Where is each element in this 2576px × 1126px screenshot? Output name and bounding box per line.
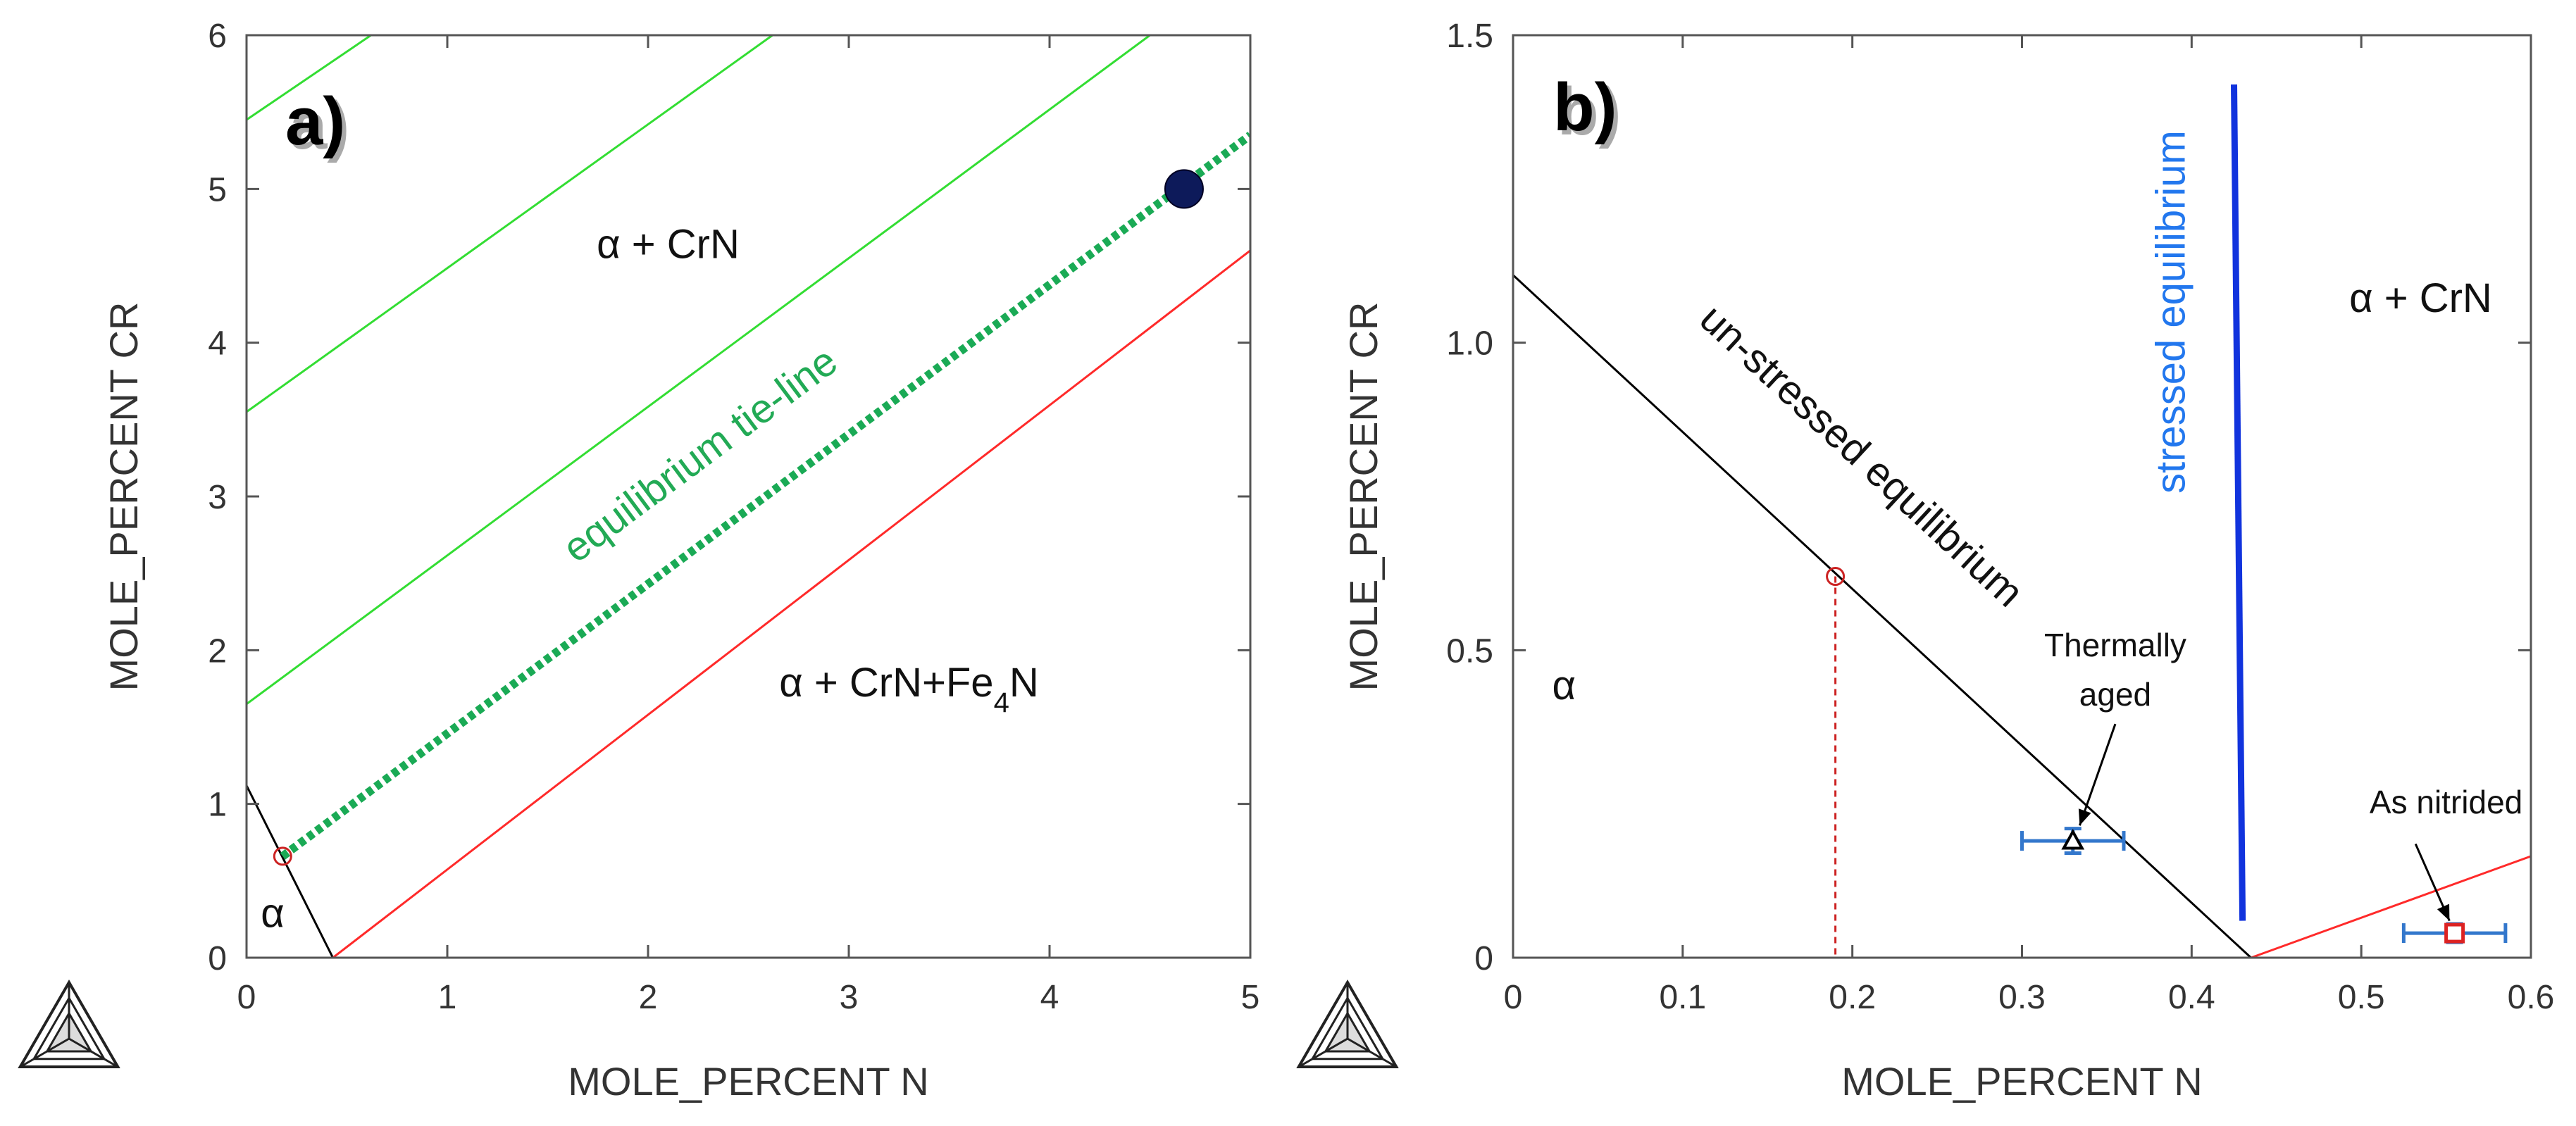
y-axis-title: MOLE_PERCENT CR [1341,302,1386,692]
x-tick-label: 0 [237,979,256,1016]
point-thermally-aged [2061,828,2085,850]
annotation-crn: α + CrN [2349,275,2492,321]
x-axis-title: MOLE_PERCENT N [568,1059,928,1103]
as-nitrided-arrow [2414,843,2451,922]
y-tick-label: 1.5 [1446,18,1493,55]
y-tick-label: 1.0 [1446,325,1493,363]
thermally-aged-arrow [2078,723,2117,826]
plot-background [247,35,1250,958]
panel-label-shadow: a) [290,88,349,163]
panel-b: 0 0.1 0.2 0.3 0.4 0.5 0.6 0 0.5 1.0 1.5 MOLE_PERCEN… [1341,18,2554,1103]
series-red-phase-boundary-sloped [332,249,1250,958]
series-tie-line-3 [247,35,1151,706]
thermo-calc-logo-a-icon [18,980,120,1068]
annotation-: α [1552,663,1576,708]
x-tick-label: 2 [639,979,658,1016]
panel-a: 0 1 2 3 4 5 0 1 2 3 4 5 6 MOLE_PERCENT N MOLE_PERCENT … [101,18,1259,1103]
x-tick-label: 0 [1504,979,1523,1016]
series-tie-line-1 [247,35,372,121]
y-tick-label: 0.5 [1446,632,1493,670]
x-tick-label: 4 [1040,979,1059,1016]
annotation-thermally: Thermally [2044,627,2186,663]
x-tick-label: 0.2 [1829,979,1876,1016]
y-tick-label: 6 [208,18,227,55]
series-stressed-equilibrium [2231,84,2246,921]
annotation-aged: aged [2079,676,2151,713]
x-tick-label: 0.6 [2508,979,2555,1016]
point-un-stressed-point [1826,567,1846,587]
x-axis-title: MOLE_PERCENT N [1841,1059,2202,1103]
thermo-calc-logo-b-icon [1296,980,1399,1068]
annotation-: α [261,890,285,936]
series-alpha-boundary [247,784,334,958]
panel-label: a) [285,84,345,159]
y-tick-label: 5 [208,171,227,208]
annotation-crn: α + CrN [597,222,740,268]
annotation-stressed-equilibrium: stressed equilibrium [2148,130,2194,494]
x-tick-label: 5 [1241,979,1260,1016]
x-tick-label: 0.3 [1998,979,2046,1016]
series-group [1513,84,2531,958]
y-tick-label: 1 [208,787,227,824]
annotation-as-nitrided: As nitrided [2370,784,2522,820]
series-red-phase-boundary [2251,855,2531,958]
y-tick-label: 3 [208,479,227,516]
x-tick-label: 0.1 [1659,979,1706,1016]
y-axis-title: MOLE_PERCENT CR [101,302,146,692]
series-tie-line-2 [247,35,773,413]
x-tick-label: 1 [438,979,457,1016]
series-equilibrium-tie-line [280,132,1250,860]
x-tick-label: 3 [840,979,859,1016]
x-tick-label: 0.4 [2168,979,2215,1016]
plot-background [1513,35,2531,958]
series-un-stressed-equilibrium [1513,274,2252,958]
y-tick-label: 4 [208,325,227,363]
x-tick-label: 0.5 [2338,979,2385,1016]
panel-label: b) [1553,70,1617,145]
y-tick-label: 0 [208,940,227,977]
y-tick-label: 0 [1474,940,1493,977]
y-tick-label: 2 [208,632,227,670]
panel-label-shadow: b) [1557,74,1622,149]
series-group [247,35,1250,958]
point-tie-line-end [1164,169,1204,209]
point-as-nitrided [2444,922,2465,944]
point-tie-line-start [273,846,292,866]
